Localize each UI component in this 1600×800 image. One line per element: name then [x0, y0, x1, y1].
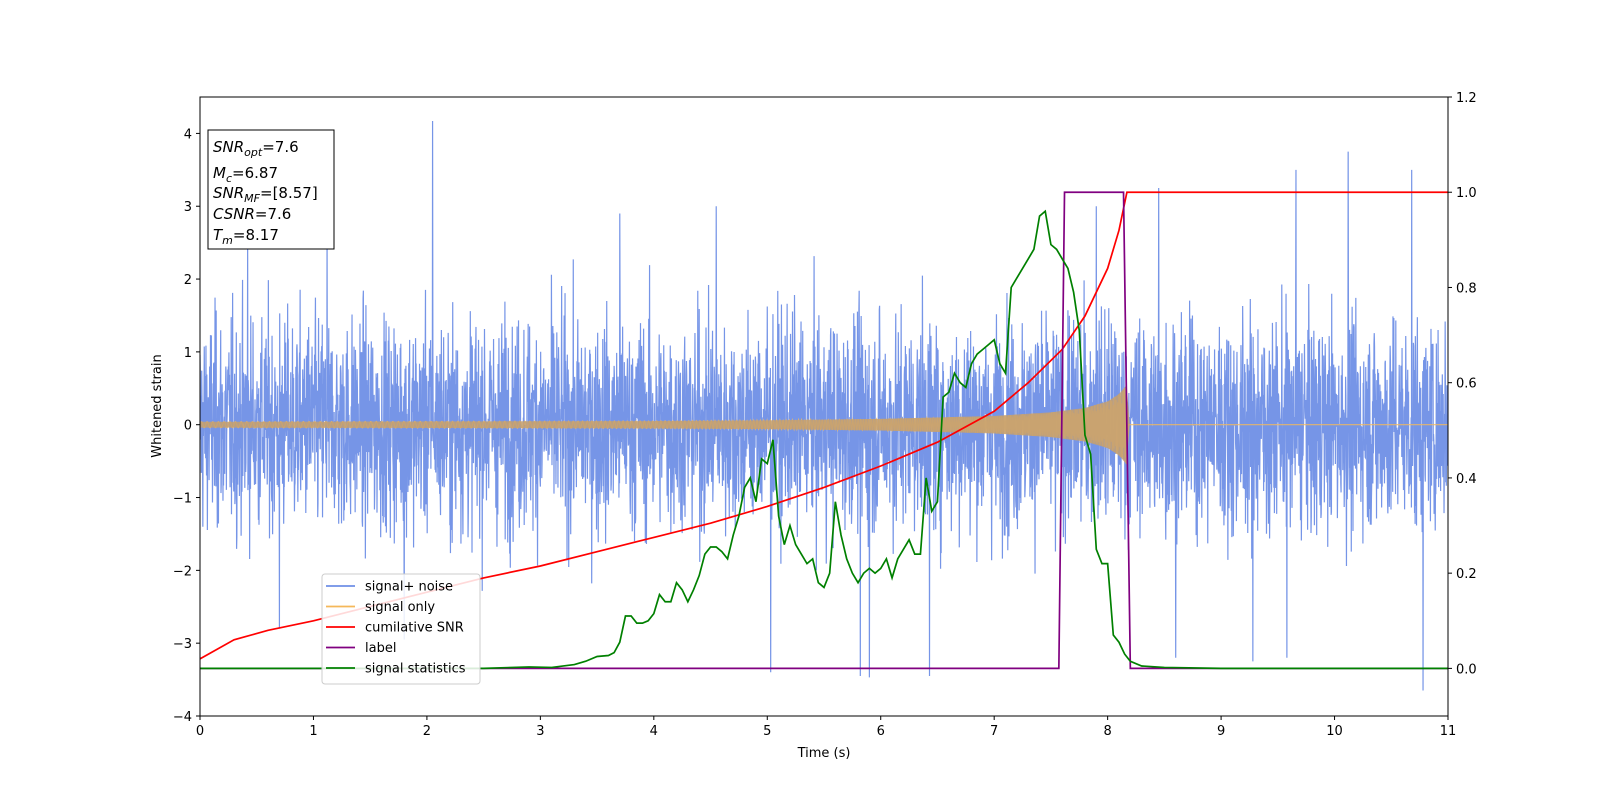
- legend-frame: [321, 573, 481, 685]
- annotation-symbol: SNR: [213, 138, 244, 156]
- annotation-line: SNRMF=[8.57]: [213, 184, 318, 205]
- y2-tick-label: 0.6: [1456, 377, 1477, 392]
- y-tick-label: −4: [173, 710, 192, 725]
- annotation-value: =8.17: [233, 226, 279, 244]
- annotation-value: =7.6: [255, 205, 291, 223]
- y-tick-label: 2: [184, 273, 192, 288]
- annotation-subscript: MF: [244, 192, 260, 205]
- series-line-signal-noise: [200, 121, 1448, 691]
- legend: signal+ noise signal only cumilative SNR la…: [321, 573, 481, 685]
- y2-tick-label: 0.4: [1456, 472, 1477, 487]
- legend-entry: cumilative SNR: [365, 621, 464, 636]
- annotation-frame: [207, 129, 335, 250]
- legend-entry: label: [365, 641, 396, 656]
- x-tick-label: 8: [1103, 724, 1111, 739]
- annotation-value: =7.6: [262, 138, 298, 156]
- x-axis: 0 1 2 3 4 5 6 7 8 9 10 11: [196, 716, 1456, 739]
- y-tick-label: 1: [184, 346, 192, 361]
- annotation-subscript: m: [222, 234, 233, 247]
- y-tick-label: 0: [184, 419, 192, 434]
- x-tick-label: 9: [1217, 724, 1225, 739]
- y-tick-label: 4: [184, 127, 192, 142]
- y2-tick-label: 0.2: [1456, 567, 1477, 582]
- y2-tick-label: 0.0: [1456, 662, 1477, 677]
- annotation-line: CSNR=7.6: [213, 205, 291, 223]
- legend-entry: signal statistics: [365, 662, 466, 677]
- series-fill-signal-only: [200, 384, 1448, 465]
- x-tick-label: 11: [1440, 724, 1457, 739]
- y2-tick-label: 1.2: [1456, 91, 1477, 106]
- annotation-symbol: T: [213, 226, 224, 244]
- legend-entry: signal only: [365, 600, 435, 615]
- annotation-line: Tm=8.17: [213, 226, 279, 247]
- x-tick-label: 3: [536, 724, 544, 739]
- x-tick-label: 1: [309, 724, 317, 739]
- annotation-line: Mc=6.87: [213, 164, 278, 185]
- annotation-value: =[8.57]: [260, 184, 318, 202]
- annotation-subscript: c: [226, 172, 232, 185]
- annotation-line: SNRopt=7.6: [213, 138, 299, 159]
- y-tick-label: 3: [184, 200, 192, 215]
- x-tick-label: 2: [423, 724, 431, 739]
- x-tick-label: 0: [196, 724, 204, 739]
- x-tick-label: 7: [990, 724, 998, 739]
- y-axis-label: Whitened strain: [150, 354, 165, 457]
- y-tick-label: −1: [173, 492, 192, 507]
- x-tick-label: 10: [1326, 724, 1343, 739]
- y2-tick-label: 1.0: [1456, 186, 1477, 201]
- x-tick-label: 5: [763, 724, 771, 739]
- annotation-symbol: SNR: [213, 184, 244, 202]
- y2-tick-label: 0.8: [1456, 281, 1477, 296]
- x-tick-label: 4: [650, 724, 658, 739]
- y-axis-right: 0.0 0.2 0.4 0.6 0.8 1.0 1.2: [1448, 91, 1477, 677]
- legend-entry: signal+ noise: [365, 580, 453, 595]
- annotation-box: SNRopt=7.6Mc=6.87SNRMF=[8.57]CSNR=7.6Tm=…: [207, 129, 335, 250]
- x-axis-label: Time (s): [797, 746, 851, 761]
- series-line-signal-statistics: [200, 209, 1448, 670]
- annotation-symbol: CSNR: [213, 205, 255, 223]
- x-tick-label: 6: [877, 724, 885, 739]
- y-tick-label: −3: [173, 637, 192, 652]
- plot-frame: [199, 96, 1449, 717]
- y-axis-left: −4 −3 −2 −1 0 1 2 3 4: [173, 127, 200, 725]
- y-tick-label: −2: [173, 564, 192, 579]
- annotation-symbol: M: [213, 164, 226, 182]
- annotation-subscript: opt: [244, 146, 263, 159]
- annotation-value: =6.87: [232, 164, 278, 182]
